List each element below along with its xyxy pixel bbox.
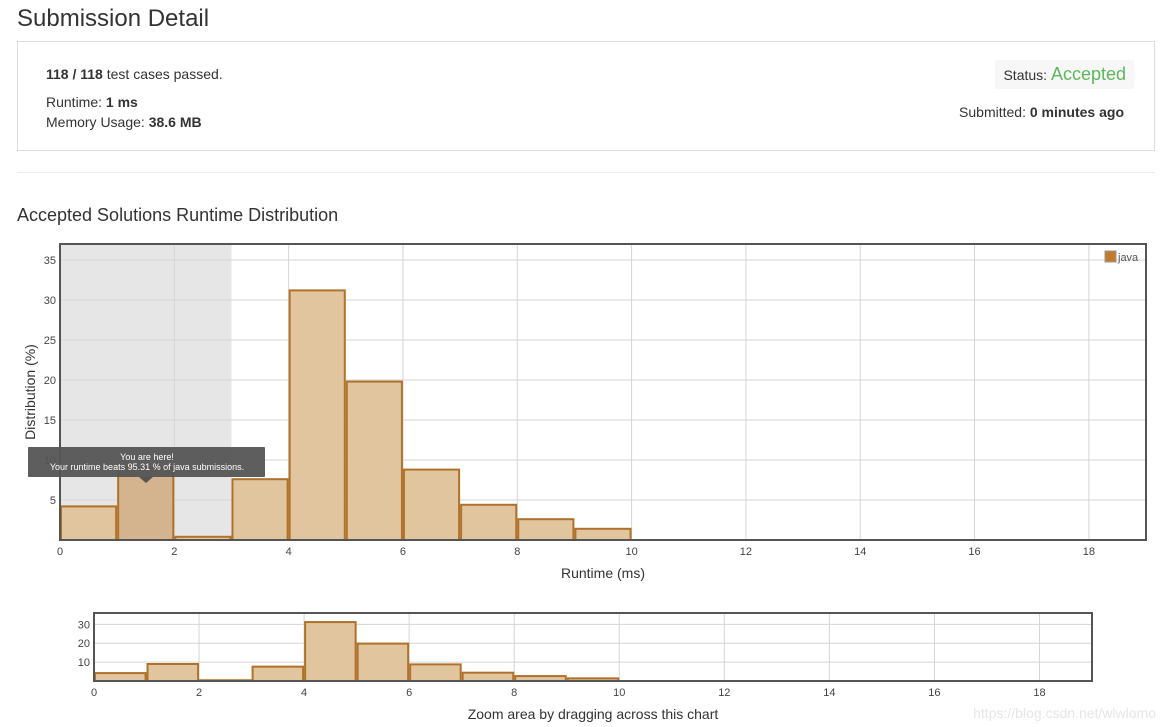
test-cases-suffix: test cases passed. (102, 66, 223, 82)
section-title: Accepted Solutions Runtime Distribution (17, 205, 339, 225)
x-tick-label: 0 (57, 546, 63, 558)
bar (356, 642, 410, 682)
x-tick-label: 18 (1083, 546, 1095, 558)
x-tick-label: 2 (196, 687, 202, 699)
x-axis-label: Runtime (ms) (561, 565, 645, 581)
x-tick-label: 14 (854, 546, 866, 558)
plot-frame (93, 612, 1093, 682)
legend-label-java: java (1117, 252, 1139, 264)
y-tick-label: 25 (44, 335, 56, 347)
bar (94, 672, 147, 682)
x-tick-label: 4 (301, 687, 307, 699)
bar (304, 621, 357, 682)
page-title: Submission Detail (17, 5, 210, 32)
status-value: Accepted (1050, 64, 1126, 84)
y-tick-label: 15 (44, 415, 56, 427)
x-tick-label: 6 (406, 687, 412, 699)
memory-label: Memory Usage: (46, 114, 149, 130)
y-tick-label: 20 (78, 638, 90, 650)
submitted-label: Submitted: (959, 104, 1030, 120)
bar (409, 663, 462, 682)
bar (402, 468, 461, 542)
legend-swatch (1104, 250, 1117, 263)
tooltip-pointer (139, 477, 153, 483)
submission-summary-panel: 118 / 118 test cases passed. Runtime: 1 … (17, 41, 1155, 151)
bar (461, 671, 515, 682)
bar (574, 527, 632, 541)
bar (517, 518, 575, 542)
x-tick-label: 0 (91, 687, 97, 699)
tooltip-box (28, 447, 265, 477)
memory-row: Memory Usage: 38.6 MB (46, 114, 202, 130)
y-tick-label: 30 (44, 295, 56, 307)
x-axis-label: Zoom area by dragging across this chart (468, 706, 719, 722)
y-tick-label: 20 (44, 375, 56, 387)
zoom-navigator-chart[interactable]: 10 20 30 0 2 4 6 8 10 12 14 16 18 Zoom area by draggi… (0, 606, 1172, 727)
bar (251, 665, 305, 682)
x-tick-label: 8 (514, 546, 520, 558)
x-tick-label: 12 (740, 546, 752, 558)
test-cases-result: 118 / 118 test cases passed. (46, 66, 223, 82)
test-cases-count: 118 / 118 (46, 66, 103, 82)
y-axis-label: Distribution (%) (22, 344, 38, 440)
x-tick-label: 4 (286, 546, 292, 558)
y-tick-label: 35 (44, 255, 56, 267)
runtime-label: Runtime: (46, 94, 106, 110)
x-tick-label: 6 (400, 546, 406, 558)
runtime-row: Runtime: 1 ms (46, 94, 138, 110)
runtime-value: 1 ms (105, 94, 138, 110)
submitted-value: 0 minutes ago (1029, 104, 1124, 120)
y-tick-label: 10 (78, 657, 90, 669)
tooltip-line-2: Your runtime beats 95.31 % of java submi… (50, 462, 244, 472)
x-tick-label: 14 (823, 687, 835, 699)
y-tick-label: 5 (50, 495, 56, 507)
bar (231, 478, 289, 541)
bar (345, 380, 403, 541)
submitted-row: Submitted: 0 minutes ago (959, 104, 1124, 120)
divider (17, 172, 1155, 173)
status-badge: Status: Accepted (995, 60, 1134, 89)
runtime-tooltip: You are here!Your runtime beats 95.31 % … (28, 447, 265, 483)
plot-frame (59, 243, 1147, 541)
bar (146, 663, 200, 682)
runtime-distribution-chart[interactable]: 5101520253035024681012141618Runtime (ms)… (0, 236, 1172, 586)
memory-value: 38.6 MB (148, 114, 202, 130)
x-tick-label: 10 (613, 687, 625, 699)
x-tick-label: 8 (511, 687, 517, 699)
bar (288, 289, 346, 542)
bar (60, 505, 118, 541)
x-tick-label: 18 (1033, 687, 1045, 699)
watermark: https://blog.csdn.net/wlwlomo (973, 705, 1156, 721)
x-tick-label: 16 (928, 687, 940, 699)
x-tick-label: 16 (968, 546, 980, 558)
x-tick-label: 12 (718, 687, 730, 699)
bar (460, 503, 518, 541)
y-tick-label: 30 (78, 619, 90, 631)
tooltip-line-1: You are here! (120, 452, 174, 462)
x-tick-label: 10 (625, 546, 637, 558)
status-label: Status: (1003, 67, 1051, 83)
x-tick-label: 2 (171, 546, 177, 558)
